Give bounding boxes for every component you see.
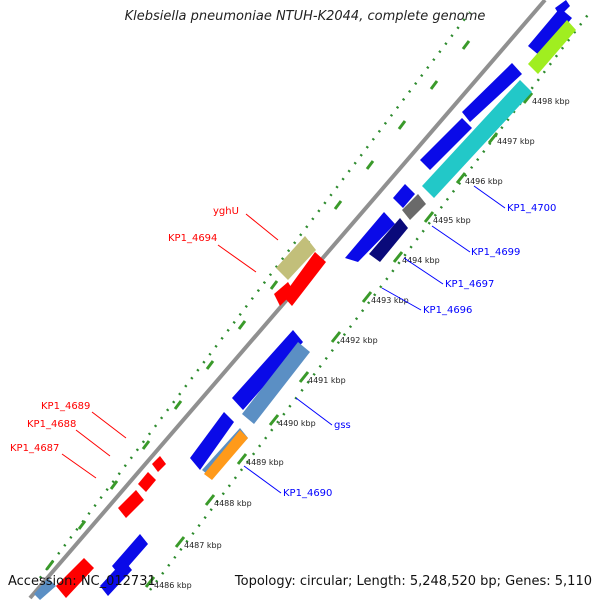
gene-feature-blue	[345, 212, 395, 262]
scale-tick-mark	[392, 251, 404, 263]
scale-tick-mark	[361, 291, 373, 303]
gene-feature-lime	[528, 20, 576, 74]
gene-feature-navy	[369, 218, 408, 262]
gene-leader-line	[381, 287, 422, 311]
gene-feature-blue	[100, 560, 132, 596]
guide-dash-mark	[45, 560, 55, 570]
gene-feature-blue	[190, 412, 234, 470]
gene-feature-blue	[393, 184, 415, 208]
gene-name-label: KP1_4694	[168, 233, 217, 244]
scale-tick-label: 4497 kbp	[497, 137, 535, 146]
scale-tick-label: 4496 kbp	[465, 177, 503, 186]
gene-feature-steel	[34, 578, 56, 600]
gene-leader-line	[403, 257, 444, 285]
gene-leader-line	[473, 185, 506, 209]
scale-tick-mark	[423, 211, 435, 223]
gene-feature-blue	[528, 8, 572, 56]
gene-name-label: KP1_4700	[507, 203, 556, 214]
gene-feature-blue	[232, 330, 303, 410]
gene-name-label: KP1_4697	[445, 279, 494, 290]
scale-tick-mark	[298, 371, 310, 383]
gene-feature-cyan	[422, 80, 532, 198]
guide-dash-mark	[397, 120, 407, 130]
scale-tick-mark	[455, 172, 467, 184]
gene-feature-blue	[420, 118, 472, 170]
gene-feature-olive	[276, 236, 316, 280]
guide-dash-mark	[109, 480, 119, 490]
gene-feature-red	[138, 472, 156, 492]
guide-dash-mark	[269, 280, 279, 290]
gene-feature-blue	[555, 0, 570, 16]
guide-dash-mark	[461, 40, 471, 50]
scale-tick-label: 4491 kbp	[308, 376, 346, 385]
guide-dash-mark	[333, 200, 343, 210]
scale-tick-label: 4492 kbp	[340, 336, 378, 345]
scale-tick-label: 4493 kbp	[371, 296, 409, 305]
gene-name-label: KP1_4690	[283, 488, 332, 499]
scale-tick-label: 4488 kbp	[214, 499, 252, 508]
guide-dash-mark	[429, 80, 439, 90]
gene-leader-line	[295, 397, 333, 426]
scale-tick-label: 4486 kbp	[154, 581, 192, 590]
lower-guide-dotted-line	[149, 11, 591, 591]
gene-name-label: KP1_4696	[423, 305, 472, 316]
upper-guide-dotted-line	[39, 11, 471, 579]
scale-tick-mark	[330, 331, 342, 343]
topology-summary: Topology: circular; Length: 5,248,520 bp…	[234, 574, 592, 589]
gene-leader-line	[243, 465, 282, 494]
gene-name-label: KP1_4689	[41, 401, 90, 412]
scale-tick-mark	[268, 414, 280, 426]
scale-tick-mark	[522, 92, 534, 104]
gene-feature-red	[283, 252, 326, 306]
gene-feature-blue	[462, 63, 522, 122]
gene-leader-line	[245, 213, 279, 241]
guide-dash-mark	[365, 160, 375, 170]
scale-tick-label: 4487 kbp	[184, 541, 222, 550]
gene-feature-orange	[204, 430, 248, 480]
map-title: Klebsiella pneumoniae NTUH-K2044, comple…	[124, 9, 486, 24]
gene-feature-red	[274, 282, 294, 306]
guide-dash-mark	[237, 320, 247, 330]
scale-tick-label: 4489 kbp	[246, 458, 284, 467]
gene-name-label: KP1_4699	[471, 247, 520, 258]
gene-leader-line	[217, 244, 257, 273]
gene-feature-red	[118, 490, 144, 518]
scale-tick-mark	[174, 536, 186, 548]
scale-tick-mark	[144, 576, 156, 588]
gene-feature-gray	[402, 194, 426, 220]
gene-leader-line	[91, 411, 127, 439]
scale-tick-mark	[236, 453, 248, 465]
gene-name-label: gss	[334, 420, 351, 431]
scale-tick-label: 4495 kbp	[433, 216, 471, 225]
gene-feature-red	[56, 558, 94, 598]
scale-tick-label: 4498 kbp	[532, 97, 570, 106]
gene-feature-steel	[242, 342, 310, 424]
gene-leader-line	[431, 225, 471, 253]
scale-tick-label: 4494 kbp	[402, 256, 440, 265]
gene-name-label: yghU	[213, 206, 239, 217]
guide-dash-mark	[141, 440, 151, 450]
gene-feature-red	[152, 456, 166, 472]
accession-text: Accession: NC_012731	[8, 574, 156, 589]
scale-tick-mark	[204, 494, 216, 506]
gene-leader-line	[75, 429, 111, 457]
guide-dash-mark	[77, 520, 87, 530]
scale-tick-label: 4490 kbp	[278, 419, 316, 428]
gene-name-label: KP1_4688	[27, 419, 76, 430]
gene-name-label: KP1_4687	[10, 443, 59, 454]
guide-dash-mark	[173, 400, 183, 410]
guide-dash-mark	[205, 360, 215, 370]
scale-tick-mark	[487, 132, 499, 144]
gene-leader-line	[61, 453, 97, 479]
